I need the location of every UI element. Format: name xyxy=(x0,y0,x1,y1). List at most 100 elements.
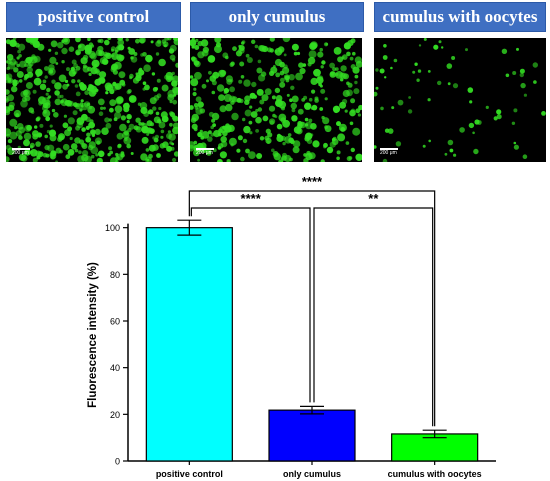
cell-spot xyxy=(228,137,237,146)
cell-spot xyxy=(18,43,26,51)
cell-spot xyxy=(391,106,395,110)
cell-spot xyxy=(352,127,361,136)
cell-spot xyxy=(135,117,141,123)
cell-spot xyxy=(330,71,335,76)
cell-spot xyxy=(104,82,113,90)
cell-spot xyxy=(259,136,265,141)
significance-label: **** xyxy=(241,191,262,206)
cell-spot xyxy=(465,48,468,52)
cell-spot xyxy=(105,91,109,95)
cell-spot xyxy=(248,151,256,159)
cell-spot xyxy=(349,56,354,61)
cell-spot xyxy=(89,119,94,124)
cell-spot xyxy=(133,52,138,56)
cell-spot xyxy=(86,102,91,107)
cell-spot xyxy=(325,42,329,46)
cell-spot xyxy=(88,121,95,129)
cell-spot xyxy=(321,60,326,65)
cell-spot xyxy=(154,87,159,91)
cell-spot xyxy=(210,125,214,130)
cell-spot xyxy=(190,117,197,123)
cell-spot xyxy=(80,57,88,65)
cell-spot xyxy=(169,100,173,104)
cell-spot xyxy=(269,38,275,42)
cell-spot xyxy=(140,153,148,161)
cell-spot xyxy=(18,79,23,83)
cell-spot xyxy=(422,144,426,148)
cell-spot xyxy=(387,128,394,134)
cell-spot xyxy=(102,106,106,110)
cell-spot xyxy=(256,67,263,74)
cell-spot xyxy=(208,130,212,134)
cell-spot xyxy=(160,129,165,134)
cell-spot xyxy=(469,100,473,104)
cell-spot xyxy=(156,39,162,44)
cell-spot xyxy=(256,88,264,96)
cell-spot xyxy=(306,138,313,145)
cell-spot xyxy=(111,63,119,71)
cell-spot xyxy=(250,111,258,118)
cell-spot xyxy=(284,75,290,81)
cell-spot xyxy=(42,109,51,118)
cell-spot xyxy=(20,155,28,162)
cell-spot xyxy=(111,83,119,91)
x-tick-label: only cumulus xyxy=(283,469,341,479)
cell-spot xyxy=(333,47,342,55)
cell-spot xyxy=(505,73,510,78)
cell-spot xyxy=(292,140,301,148)
cell-spot xyxy=(345,141,350,145)
cell-spot xyxy=(137,102,142,106)
cell-spot xyxy=(90,130,96,135)
cell-spot xyxy=(232,46,237,52)
cell-spot xyxy=(342,54,348,60)
cell-spot xyxy=(128,123,135,130)
cell-spot xyxy=(167,130,171,134)
cell-spot xyxy=(423,38,427,41)
x-tick-label: positive control xyxy=(156,469,223,479)
cell-spot xyxy=(501,48,508,54)
cell-spot xyxy=(335,67,339,71)
cell-spot xyxy=(116,153,124,161)
cell-spot xyxy=(152,106,157,111)
cell-spot xyxy=(254,44,259,49)
cell-spot xyxy=(319,107,324,111)
cell-spot xyxy=(277,46,285,53)
cell-spot xyxy=(126,113,132,120)
cell-spot xyxy=(293,51,298,56)
cell-spot xyxy=(142,52,147,57)
cell-spot xyxy=(44,66,49,71)
cell-spot xyxy=(54,82,62,90)
cell-spot xyxy=(62,143,70,151)
cell-spot xyxy=(286,93,290,97)
cell-spot xyxy=(54,98,62,106)
cell-spot xyxy=(130,56,138,63)
cell-spot xyxy=(111,48,115,52)
cell-spot xyxy=(283,53,287,57)
cell-spot xyxy=(383,44,387,48)
cell-spot xyxy=(291,43,299,51)
cell-spot xyxy=(51,108,56,113)
cell-spot xyxy=(304,102,312,110)
cell-spot xyxy=(305,132,313,140)
cell-spot xyxy=(310,42,318,49)
cell-spot xyxy=(75,38,81,43)
cell-spot xyxy=(47,144,55,152)
cell-spot xyxy=(15,130,22,137)
cell-spot xyxy=(75,51,80,56)
cell-spot xyxy=(217,158,223,162)
micrograph-cumulus-with-oocytes: 200 μm xyxy=(374,38,546,162)
cell-spot xyxy=(150,40,154,44)
cell-spot xyxy=(44,75,48,79)
panel-header-positive-control: positive control xyxy=(6,2,181,32)
cell-spot xyxy=(11,85,18,93)
cell-spot xyxy=(216,84,225,92)
cell-spot xyxy=(12,79,18,84)
cell-spot xyxy=(66,67,70,72)
cell-spot xyxy=(51,79,56,84)
cell-spot xyxy=(408,96,411,99)
cell-spot xyxy=(114,111,122,119)
cell-spot xyxy=(95,153,99,157)
x-tick-label: cumulus with oocytes xyxy=(388,469,482,479)
cell-spot xyxy=(268,105,276,112)
cell-spot xyxy=(326,146,334,154)
